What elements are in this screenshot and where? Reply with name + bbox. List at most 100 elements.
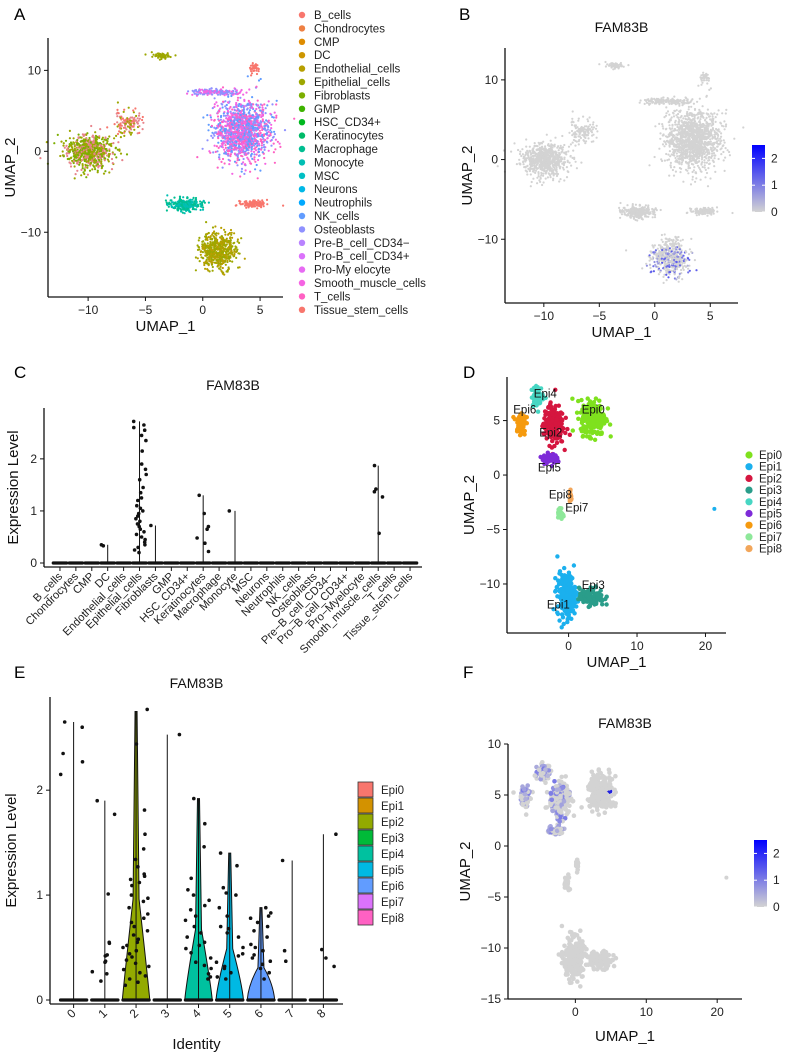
cell-point-big-right xyxy=(206,114,209,117)
cell-point-big-right xyxy=(213,118,216,122)
cell-point-big-right xyxy=(266,124,269,127)
cell-point-big-right xyxy=(240,148,243,151)
cell-point-big-right xyxy=(248,131,251,134)
legend-label: Epithelial_cells xyxy=(314,77,390,89)
cell-point xyxy=(705,77,709,80)
cell-point xyxy=(571,110,574,113)
cell-point xyxy=(541,183,544,187)
legend-label: Smooth_muscle_cells xyxy=(314,278,426,290)
cell-point xyxy=(612,63,615,66)
cell-point-bottom xyxy=(222,249,225,252)
cell-point-left-arm xyxy=(142,121,145,124)
cell-point-bottom xyxy=(220,226,223,229)
cell-point-mid-band-right xyxy=(253,205,257,208)
cell-point-bottom xyxy=(211,265,214,269)
cell-point-big-right xyxy=(227,158,230,161)
cell-point xyxy=(563,143,566,147)
cell-point-left-arm xyxy=(137,119,140,122)
cell-point-left-island xyxy=(94,131,97,134)
cell-point-big-right xyxy=(237,124,240,127)
cell-point xyxy=(699,178,702,181)
cell-point-big-right xyxy=(256,132,259,135)
cell-point-big-right xyxy=(250,147,253,151)
cell-point-left-island xyxy=(82,143,85,146)
legend-swatch xyxy=(298,65,306,72)
cell-point-big-right xyxy=(222,100,225,103)
cell-point-big-right xyxy=(224,132,227,135)
cell-point xyxy=(574,125,577,128)
cell-point-big-right xyxy=(261,110,265,113)
cell-point-big-right xyxy=(261,119,264,123)
cell-point-big-right xyxy=(226,114,229,117)
cell-point-mid-band xyxy=(186,208,189,211)
cell-point-big-right xyxy=(223,148,226,151)
cell-point-big-right xyxy=(229,145,232,148)
cell-point xyxy=(570,129,574,133)
cell-point-left-island xyxy=(76,169,79,172)
cell-point xyxy=(577,143,580,146)
cell-point-big-right xyxy=(251,106,254,109)
cell-point-left-island xyxy=(81,167,84,170)
cell-point-big-right xyxy=(234,144,237,147)
cell-point-big-right xyxy=(250,104,253,107)
cell-point xyxy=(606,63,609,66)
cell-point-left-arm xyxy=(131,125,134,128)
cell-point xyxy=(522,163,525,166)
cell-point-big-right xyxy=(233,134,236,137)
cell-point xyxy=(530,180,533,184)
cell-point xyxy=(537,148,540,151)
cell-point-big-right xyxy=(213,97,216,100)
cell-point-big-right xyxy=(251,157,254,160)
cell-point xyxy=(539,142,542,145)
cell-point-left-island xyxy=(73,156,77,159)
cell-point xyxy=(554,136,557,139)
cell-point-bottom xyxy=(238,252,241,255)
cell-point-big-right xyxy=(240,127,243,130)
cell-point-mid-band-right xyxy=(258,204,261,207)
cell-point-bottom xyxy=(194,256,197,259)
legend-label: Pro-B_cell_CD34+ xyxy=(314,251,410,263)
cell-point-big-right xyxy=(216,150,219,153)
cell-point-big-right xyxy=(258,106,261,109)
cell-point-left-island xyxy=(84,163,87,166)
cell-point xyxy=(536,159,539,162)
cell-point-bottom xyxy=(229,247,232,250)
cell-point xyxy=(576,129,579,133)
cell-point-left-island xyxy=(83,168,86,171)
cell-point-left-island xyxy=(80,150,83,153)
legend-swatch xyxy=(298,132,306,139)
cell-point xyxy=(537,172,540,175)
cell-point xyxy=(531,161,534,164)
cell-point-bottom xyxy=(198,236,201,239)
cell-point-big-right xyxy=(253,153,256,156)
cell-point xyxy=(520,154,523,158)
cell-point xyxy=(532,177,535,180)
cell-point xyxy=(539,148,542,151)
cell-point-big-right xyxy=(237,142,240,145)
cell-point xyxy=(720,153,723,156)
cell-point xyxy=(709,140,712,143)
cell-point-bottom xyxy=(231,253,234,256)
cell-point-big-right xyxy=(210,134,213,137)
cell-point xyxy=(672,174,676,177)
cell-point-left-island xyxy=(115,156,118,159)
cell-point-big-right xyxy=(267,100,270,103)
cell-point xyxy=(708,115,712,118)
cell-point-mid-band-right xyxy=(256,207,259,210)
cell-point-bottom xyxy=(211,226,215,229)
cell-point-big-right xyxy=(236,136,239,139)
legend-label: CMP xyxy=(314,37,340,49)
cell-point-mid-band xyxy=(207,201,210,204)
cell-point-left-arm xyxy=(119,136,122,139)
cell-point-left-island xyxy=(89,162,92,165)
cell-point-big-right-arc xyxy=(216,93,220,96)
cell-point xyxy=(595,136,598,139)
cell-point-left-island xyxy=(94,138,97,142)
cell-point-mid-band xyxy=(186,205,189,208)
cell-point-bottom xyxy=(231,236,234,239)
cell-point-left-island xyxy=(111,162,114,165)
cell-point xyxy=(545,149,548,152)
cell-point xyxy=(680,114,683,118)
cell-point-left-arm xyxy=(119,126,122,129)
